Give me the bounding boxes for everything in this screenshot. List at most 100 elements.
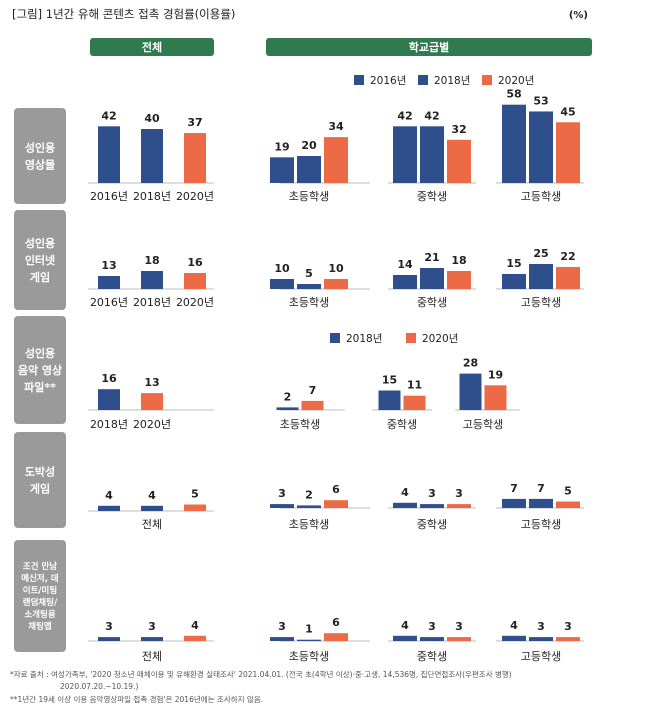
data-label: 3 [278,487,286,500]
tick-label: 고등학생 [521,296,561,309]
bar [141,271,163,289]
tick-label: 중학생 [417,190,447,203]
row-label-box [14,432,66,528]
page-title: [그림] 1년간 유해 콘텐츠 접촉 경험률(이용률) [12,7,235,21]
legend-swatch [406,333,416,343]
bar [324,279,348,289]
header-overall-label: 전체 [142,40,162,54]
row-label-text: 랜덤채팅/ [23,597,58,608]
tick-label: 전체 [142,650,162,663]
data-label: 32 [451,123,466,136]
bar [98,389,120,410]
data-label: 4 [148,489,156,502]
tick-label: 2018년 [133,296,171,309]
bar [184,133,206,183]
bar [297,156,321,183]
bar [141,393,163,410]
data-label: 3 [428,487,436,500]
row-label-text: 영상물 [25,157,55,171]
row-label-text: 이트/미팅 [23,585,57,596]
data-label: 3 [428,620,436,633]
bar [556,122,580,183]
bar [378,390,401,410]
bar [98,126,120,183]
row-label-text: 게임 [30,481,50,495]
bar [297,284,321,289]
data-label: 5 [564,485,572,498]
tick-label: 중학생 [387,418,417,431]
bar [556,637,580,641]
row-label-text: 소개팅용 [24,609,55,620]
tick-label: 초등학생 [280,418,320,431]
legend-label: 2018년 [346,333,382,345]
data-label: 5 [305,267,313,280]
data-label: 28 [463,357,478,370]
tick-label: 2016년 [90,190,128,203]
row-label-box [14,316,66,424]
tick-label: 2018년 [90,418,128,431]
row-label-text: 성인용 [25,140,55,154]
data-label: 3 [148,620,156,633]
tick-label: 초등학생 [289,650,329,663]
bar [393,126,417,183]
data-label: 25 [533,247,548,260]
bar [184,504,206,511]
tick-label: 중학생 [417,650,447,663]
data-label: 4 [510,619,518,632]
bar [447,271,471,289]
data-label: 3 [537,620,545,633]
bar [529,264,553,289]
data-label: 6 [332,616,340,629]
bar [556,501,580,508]
data-label: 4 [401,619,409,632]
row-label-text: 음악 영상 [18,363,62,377]
legend-label: 2020년 [422,333,458,345]
row-label-text: 메신저, 데 [21,573,59,584]
data-label: 10 [274,262,290,275]
unit-label: (%) [569,10,588,21]
row-label-box [14,108,66,204]
bar [270,504,294,508]
bar [484,385,507,410]
footnote: *자료 출처 : 여성가족부, '2020 청소년 매체이용 및 유해환경 실태… [10,669,512,679]
bar [393,502,417,508]
bar [301,400,324,410]
legend-label: 2018년 [434,75,470,87]
data-label: 13 [144,376,159,389]
tick-label: 전체 [142,518,162,531]
data-label: 5 [191,488,199,501]
data-label: 3 [105,620,113,633]
data-label: 3 [564,620,572,633]
tick-label: 중학생 [417,518,447,531]
data-label: 3 [455,487,463,500]
data-label: 1 [305,623,313,636]
bar [297,505,321,508]
tick-label: 고등학생 [521,190,561,203]
legend-label: 2020년 [498,75,534,87]
data-label: 13 [101,259,116,272]
data-label: 58 [506,88,521,101]
tick-label: 2018년 [133,190,171,203]
tick-label: 2020년 [133,418,171,431]
data-label: 40 [144,112,160,125]
data-label: 16 [187,256,203,269]
data-label: 2 [284,390,292,403]
data-label: 22 [560,250,575,263]
bar [502,635,526,641]
legend-swatch [418,75,428,85]
data-label: 37 [187,116,202,129]
header-overall [90,38,214,56]
row-label-text: 인터넷 [25,253,55,267]
row-label-box [14,210,66,310]
legend-swatch [482,75,492,85]
legend-swatch [354,75,364,85]
data-label: 34 [328,120,344,133]
data-label: 4 [401,486,409,499]
data-label: 11 [407,379,422,392]
bar [297,639,321,641]
bar [556,267,580,289]
footnote: **1년간 19세 이상 이용 음악영상파일 접촉 경험'은 2016년에는 조… [10,694,263,704]
tick-label: 초등학생 [289,190,329,203]
bar [447,504,471,508]
bar [98,637,120,641]
